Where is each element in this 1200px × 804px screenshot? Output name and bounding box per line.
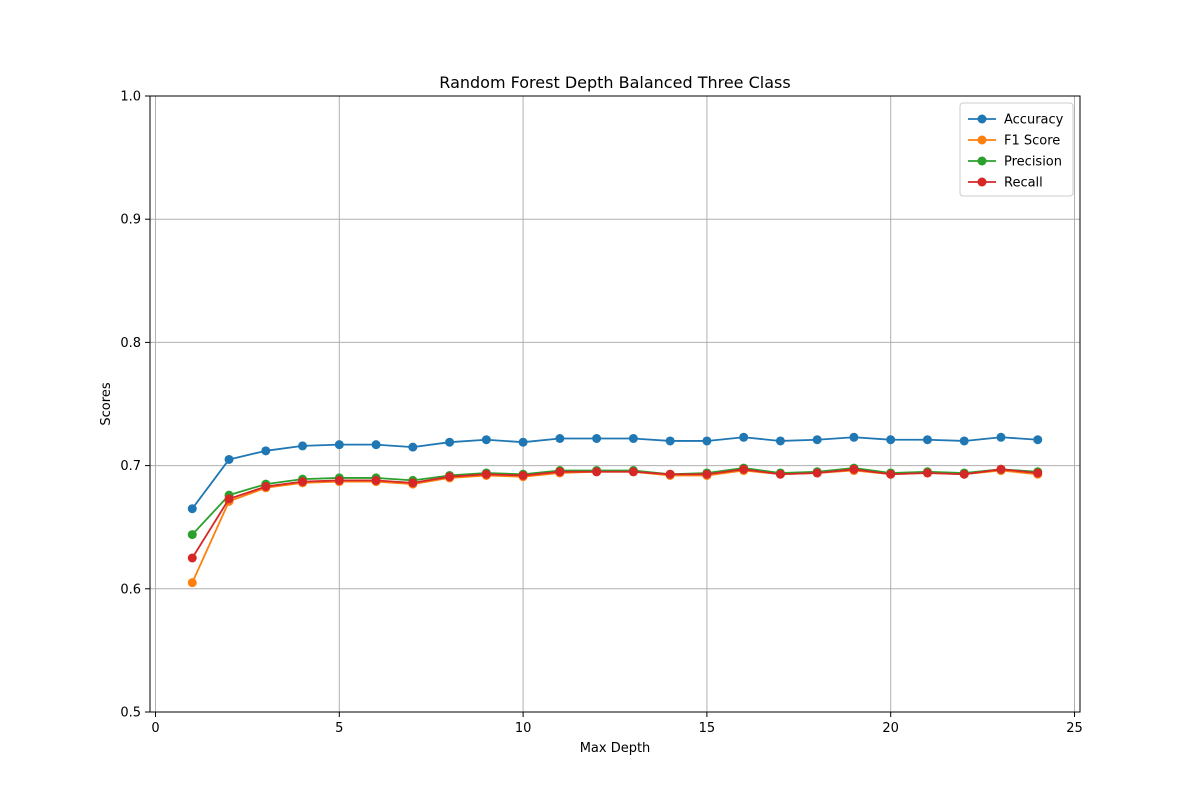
- legend-item: Recall: [968, 176, 1043, 191]
- data-point-f1-score: [187, 578, 197, 588]
- legend-item: Accuracy: [968, 113, 1064, 128]
- data-point-accuracy: [481, 435, 491, 445]
- data-point-recall: [702, 469, 712, 479]
- series-precision: [187, 463, 1043, 540]
- y-tick-label: 0.7: [120, 459, 141, 474]
- data-point-accuracy: [665, 436, 675, 446]
- data-point-accuracy: [518, 437, 528, 447]
- data-point-accuracy: [261, 446, 271, 456]
- data-point-recall: [849, 464, 859, 474]
- legend-label: Accuracy: [1004, 113, 1064, 128]
- data-point-recall: [334, 475, 344, 485]
- tick-layer: 0 5 10 15 20 25 0.5 0.6 0.7 0.8 0.9 1.0: [120, 90, 1082, 737]
- data-point-recall: [518, 470, 528, 480]
- data-point-accuracy: [849, 432, 859, 442]
- y-axis-label: Scores: [99, 382, 114, 425]
- series-line-precision: [191, 467, 1038, 536]
- data-point-accuracy: [739, 432, 749, 442]
- x-tick-label: 25: [1066, 721, 1083, 736]
- legend-item: Precision: [968, 155, 1062, 170]
- data-point-recall: [959, 469, 969, 479]
- y-tick-label: 0.5: [120, 706, 141, 721]
- data-point-accuracy: [592, 433, 602, 443]
- y-tick-label: 0.8: [120, 336, 141, 351]
- grid-layer: [150, 95, 1080, 713]
- legend-box: [959, 102, 1074, 197]
- data-point-recall: [555, 467, 565, 477]
- data-point-accuracy: [1033, 435, 1043, 445]
- data-point-recall: [996, 464, 1006, 474]
- x-axis-label: Max Depth: [580, 741, 651, 756]
- data-point-recall: [628, 467, 638, 477]
- data-point-precision: [187, 530, 197, 540]
- data-point-recall: [187, 553, 197, 563]
- plot-frame: [149, 95, 1081, 713]
- y-tick-label: 0.6: [120, 582, 141, 597]
- legend-label: Precision: [1004, 155, 1062, 170]
- data-point-recall: [886, 469, 896, 479]
- series-accuracy: [187, 432, 1043, 514]
- x-tick-label: 20: [882, 721, 899, 736]
- data-point-recall: [445, 472, 455, 482]
- legend-label: Recall: [1004, 176, 1043, 191]
- y-tick-label: 1.0: [120, 90, 141, 105]
- data-point-accuracy: [224, 454, 234, 464]
- data-point-accuracy: [922, 435, 932, 445]
- series-line-f1-score: [191, 469, 1038, 584]
- legend-swatch-marker: [977, 177, 987, 187]
- data-point-accuracy: [555, 433, 565, 443]
- data-point-recall: [371, 475, 381, 485]
- data-point-recall: [812, 468, 822, 478]
- data-point-recall: [1033, 468, 1043, 478]
- data-point-accuracy: [628, 433, 638, 443]
- data-point-accuracy: [445, 437, 455, 447]
- data-point-recall: [775, 469, 785, 479]
- data-point-recall: [592, 467, 602, 477]
- data-point-accuracy: [702, 436, 712, 446]
- legend-swatch-marker: [977, 135, 987, 145]
- data-point-accuracy: [187, 504, 197, 514]
- x-tick-label: 10: [515, 721, 532, 736]
- data-point-accuracy: [775, 436, 785, 446]
- legend-swatch-marker: [977, 156, 987, 166]
- data-point-recall: [261, 482, 271, 492]
- x-tick-label: 15: [699, 721, 716, 736]
- x-tick-label: 5: [335, 721, 343, 736]
- legend-label: F1 Score: [1004, 134, 1060, 149]
- data-point-accuracy: [959, 436, 969, 446]
- data-point-accuracy: [371, 440, 381, 450]
- data-point-accuracy: [298, 441, 308, 451]
- data-point-accuracy: [408, 442, 418, 452]
- x-tick-label: 0: [151, 721, 159, 736]
- series-line-accuracy: [191, 436, 1038, 510]
- data-point-recall: [922, 468, 932, 478]
- series-line-recall: [191, 468, 1038, 559]
- series-recall: [187, 464, 1043, 563]
- data-point-recall: [739, 464, 749, 474]
- chart-title: Random Forest Depth Balanced Three Class: [439, 73, 790, 92]
- data-point-recall: [481, 469, 491, 479]
- data-point-accuracy: [996, 432, 1006, 442]
- data-point-accuracy: [886, 435, 896, 445]
- data-point-recall: [665, 469, 675, 479]
- data-point-accuracy: [812, 435, 822, 445]
- data-point-recall: [224, 494, 234, 504]
- data-point-recall: [408, 478, 418, 488]
- legend-swatch-marker: [977, 114, 987, 124]
- data-point-accuracy: [334, 440, 344, 450]
- legend-item: F1 Score: [968, 134, 1060, 149]
- data-point-recall: [298, 477, 308, 487]
- legend: Accuracy F1 Score Precision Recall: [959, 102, 1074, 197]
- y-tick-label: 0.9: [120, 213, 141, 228]
- series-layer: [187, 432, 1043, 588]
- series-f1-score: [187, 466, 1043, 588]
